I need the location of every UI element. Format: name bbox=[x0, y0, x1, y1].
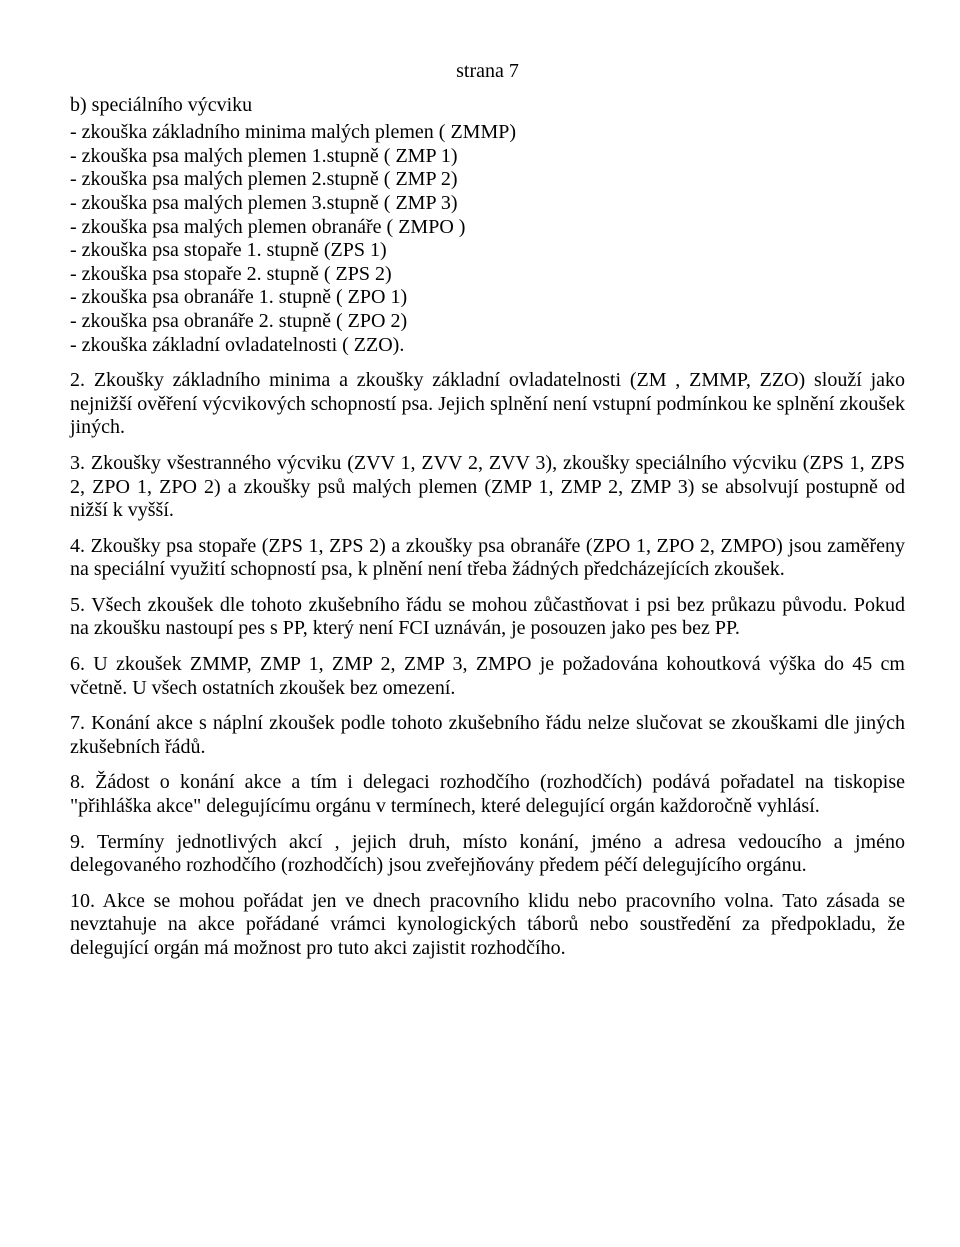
list-item: - zkouška základní ovladatelnosti ( ZZO)… bbox=[70, 334, 905, 358]
list-item: - zkouška psa malých plemen 2.stupně ( Z… bbox=[70, 168, 905, 192]
paragraph-4: 4. Zkoušky psa stopaře (ZPS 1, ZPS 2) a … bbox=[70, 535, 905, 582]
list-item: - zkouška psa stopaře 1. stupně (ZPS 1) bbox=[70, 239, 905, 263]
paragraph-10: 10. Akce se mohou pořádat jen ve dnech p… bbox=[70, 890, 905, 961]
paragraph-3: 3. Zkoušky všestranného výcviku (ZVV 1, … bbox=[70, 452, 905, 523]
list-item: - zkouška psa obranáře 1. stupně ( ZPO 1… bbox=[70, 286, 905, 310]
list-item: - zkouška psa obranáře 2. stupně ( ZPO 2… bbox=[70, 310, 905, 334]
paragraph-8: 8. Žádost o konání akce a tím i delegaci… bbox=[70, 771, 905, 818]
list-item: - zkouška psa malých plemen 3.stupně ( Z… bbox=[70, 192, 905, 216]
list-item: - zkouška psa stopaře 2. stupně ( ZPS 2) bbox=[70, 263, 905, 287]
section-b-title: b) speciálního výcviku bbox=[70, 94, 905, 118]
paragraph-7: 7. Konání akce s náplní zkoušek podle to… bbox=[70, 712, 905, 759]
paragraph-9: 9. Termíny jednotlivých akcí , jejich dr… bbox=[70, 831, 905, 878]
list-item: - zkouška psa malých plemen obranáře ( Z… bbox=[70, 216, 905, 240]
page-number: strana 7 bbox=[70, 60, 905, 84]
list-item: - zkouška základního minima malých pleme… bbox=[70, 121, 905, 145]
paragraph-5: 5. Všech zkoušek dle tohoto zkušebního ř… bbox=[70, 594, 905, 641]
paragraph-2: 2. Zkoušky základního minima a zkoušky z… bbox=[70, 369, 905, 440]
list-item: - zkouška psa malých plemen 1.stupně ( Z… bbox=[70, 145, 905, 169]
paragraph-6: 6. U zkoušek ZMMP, ZMP 1, ZMP 2, ZMP 3, … bbox=[70, 653, 905, 700]
